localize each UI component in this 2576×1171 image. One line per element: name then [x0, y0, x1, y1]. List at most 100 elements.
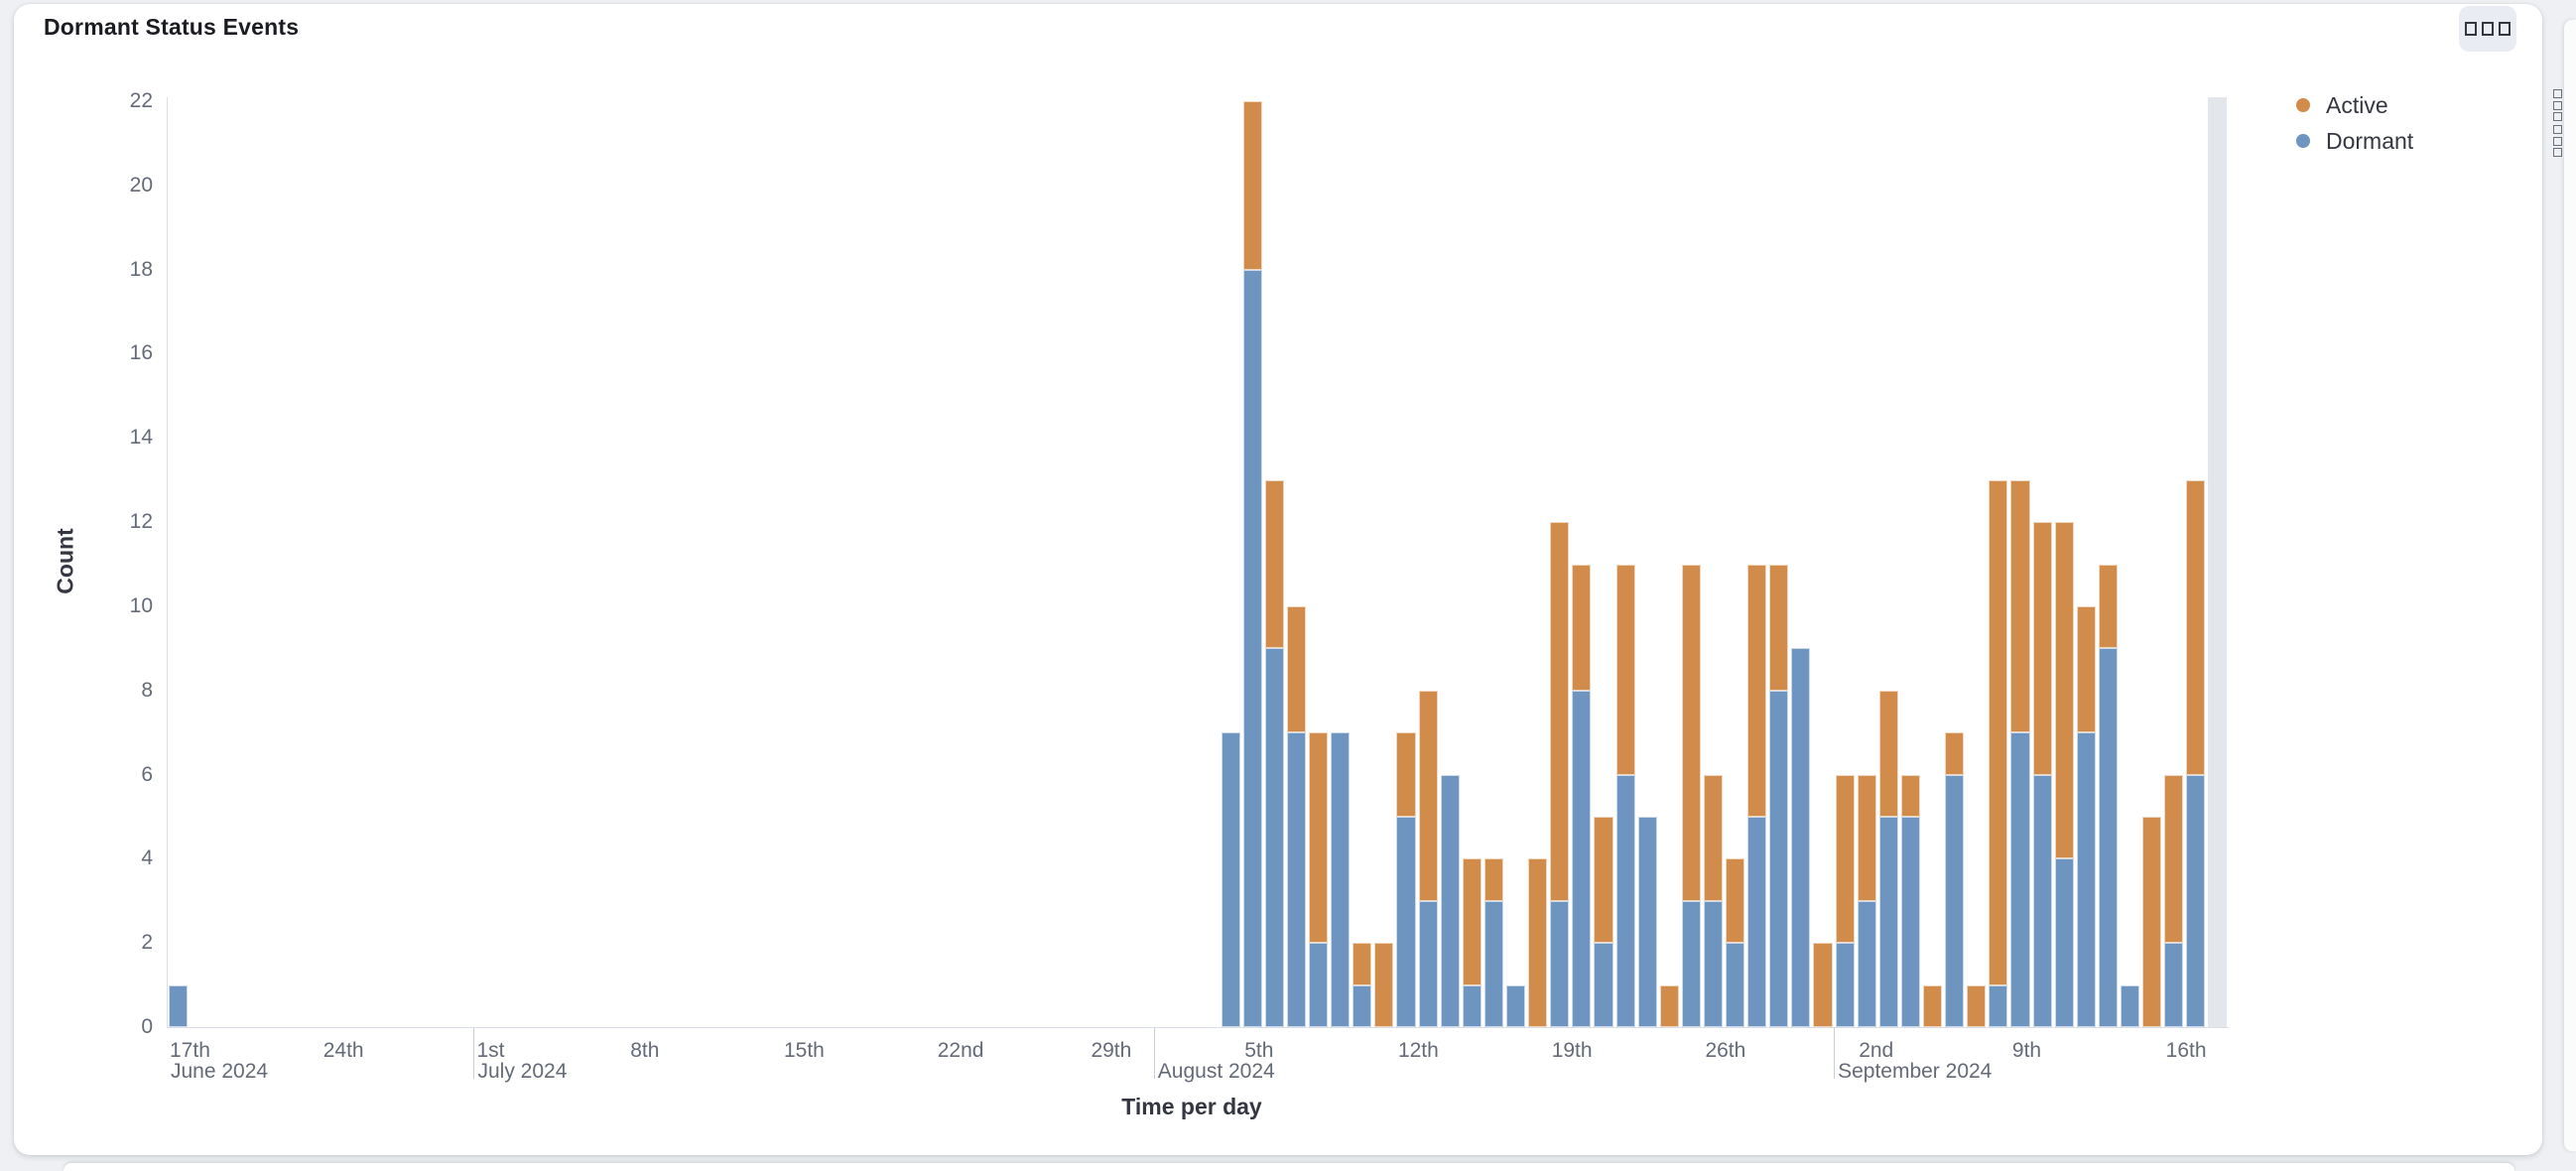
next-panel-edge [64, 1163, 2514, 1171]
bar-segment-dormant[interactable] [1309, 943, 1329, 1027]
bar-segment-active[interactable] [1945, 732, 1965, 775]
bar-segment-dormant[interactable] [1878, 816, 1898, 1027]
bar-segment-active[interactable] [2142, 816, 2162, 1027]
bar-segment-dormant[interactable] [1726, 943, 1745, 1027]
legend-item-active[interactable]: Active [2296, 87, 2562, 123]
x-tick-label: 24th [322, 1039, 364, 1062]
bar-segment-active[interactable] [1681, 564, 1701, 901]
x-tick-label: 26th [1705, 1039, 1746, 1062]
bar-segment-active[interactable] [1242, 101, 1262, 270]
y-tick-label: 14 [129, 426, 153, 450]
bar-segment-dormant[interactable] [2076, 732, 2096, 1027]
bar-segment-dormant[interactable] [1572, 690, 1592, 1027]
bar-segment-dormant[interactable] [1857, 900, 1876, 1027]
bar-segment-active[interactable] [1703, 774, 1724, 901]
bar-segment-active[interactable] [1726, 858, 1745, 944]
legend-label: Dormant [2326, 127, 2414, 154]
bar-segment-active[interactable] [2098, 564, 2118, 649]
legend-actions-button[interactable] [2549, 121, 2566, 161]
bar-segment-active[interactable] [1418, 690, 1438, 901]
legend-actions-button[interactable] [2549, 85, 2566, 125]
bar-segment-active[interactable] [1900, 774, 1920, 817]
bar-segment-dormant[interactable] [1440, 774, 1460, 1027]
bar-segment-dormant[interactable] [1352, 984, 1372, 1027]
bar-segment-dormant[interactable] [2120, 984, 2140, 1027]
bar-segment-active[interactable] [1769, 564, 1789, 691]
bar-segment-dormant[interactable] [1835, 943, 1855, 1027]
bar-segment-active[interactable] [1352, 943, 1372, 985]
bar-segment-active[interactable] [1286, 605, 1307, 733]
bar-segment-active[interactable] [1967, 984, 1987, 1027]
x-tick-label: 17th [170, 1039, 210, 1062]
bar-segment-active[interactable] [2076, 605, 2096, 733]
bar-segment-dormant[interactable] [2186, 774, 2206, 1027]
y-tick-label: 6 [141, 762, 153, 786]
bar-segment-active[interactable] [1989, 479, 2008, 985]
bar-segment-active[interactable] [1923, 984, 1943, 1027]
bar-segment-dormant[interactable] [2098, 648, 2118, 1027]
bar-segment-active[interactable] [2032, 522, 2052, 775]
boxes-horizontal-icon [2499, 22, 2511, 36]
month-separator-line [1834, 1027, 1836, 1079]
bar-segment-dormant[interactable] [1242, 269, 1262, 1027]
legend-label: Active [2326, 91, 2388, 118]
bar-segment-dormant[interactable] [1264, 648, 1284, 1027]
bar-segment-dormant[interactable] [1396, 816, 1416, 1027]
bar-segment-active[interactable] [2054, 522, 2074, 859]
bar-segment-dormant[interactable] [2054, 858, 2074, 1027]
bar-segment-dormant[interactable] [2164, 943, 2184, 1027]
bar-segment-dormant[interactable] [1418, 900, 1438, 1027]
bar-segment-active[interactable] [1615, 564, 1635, 775]
month-separator-line [473, 1027, 475, 1079]
bar-segment-dormant[interactable] [2032, 774, 2052, 1027]
bar-segment-active[interactable] [1483, 858, 1503, 901]
bar-segment-dormant[interactable] [1505, 984, 1526, 1027]
x-tick-label: 12th [1397, 1039, 1439, 1062]
bar-segment-active[interactable] [1309, 732, 1329, 944]
bar-segment-dormant[interactable] [1331, 732, 1351, 1027]
panel-options-button[interactable] [2459, 6, 2516, 52]
bar-segment-dormant[interactable] [1747, 816, 1767, 1027]
bar-segment-dormant[interactable] [1286, 732, 1307, 1027]
bar-segment-active[interactable] [2010, 479, 2030, 733]
bar-segment-dormant[interactable] [1483, 900, 1503, 1027]
bar-segment-dormant[interactable] [2010, 732, 2030, 1027]
bar-segment-dormant[interactable] [1681, 900, 1701, 1027]
bar-segment-active[interactable] [1747, 564, 1767, 817]
boxes-vertical-icon [2553, 125, 2562, 134]
bar-segment-dormant[interactable] [1703, 900, 1724, 1027]
bar-segment-active[interactable] [1462, 858, 1481, 985]
x-tick-label: 5th [1244, 1039, 1274, 1062]
bar-segment-active[interactable] [1659, 984, 1679, 1027]
bar-segment-dormant[interactable] [1221, 732, 1240, 1027]
bar-segment-active[interactable] [1878, 690, 1898, 817]
bar-segment-dormant[interactable] [1594, 943, 1613, 1027]
bar-segment-dormant[interactable] [1900, 816, 1920, 1027]
bar-segment-active[interactable] [1396, 732, 1416, 817]
bar-segment-active[interactable] [1594, 816, 1613, 944]
bar-segment-dormant[interactable] [168, 984, 188, 1027]
bar-segment-active[interactable] [1835, 774, 1855, 944]
bar-segment-active[interactable] [1813, 943, 1833, 1027]
bar-segment-dormant[interactable] [1945, 774, 1965, 1027]
bar-segment-active[interactable] [1572, 564, 1592, 691]
bar-segment-active[interactable] [1528, 858, 1548, 1027]
bar-segment-active[interactable] [2164, 774, 2184, 944]
bar-segment-dormant[interactable] [1462, 984, 1481, 1027]
bar-segment-dormant[interactable] [1615, 774, 1635, 1027]
y-tick-label: 22 [129, 89, 153, 112]
legend-item-dormant[interactable]: Dormant [2296, 123, 2562, 159]
adjacent-panel-edge [2564, 20, 2576, 1151]
bar-segment-dormant[interactable] [1550, 900, 1570, 1027]
bar-segment-active[interactable] [1264, 479, 1284, 649]
bar-segment-dormant[interactable] [1989, 984, 2008, 1027]
bar-segment-active[interactable] [1857, 774, 1876, 901]
bar-segment-dormant[interactable] [1769, 690, 1789, 1027]
y-tick-label: 10 [129, 593, 153, 617]
bar-segment-dormant[interactable] [1637, 816, 1657, 1027]
bar-segment-active[interactable] [2186, 479, 2206, 775]
bar-segment-dormant[interactable] [1791, 648, 1811, 1027]
bar-segment-active[interactable] [1550, 522, 1570, 901]
bar-segment-active[interactable] [1374, 943, 1394, 1027]
